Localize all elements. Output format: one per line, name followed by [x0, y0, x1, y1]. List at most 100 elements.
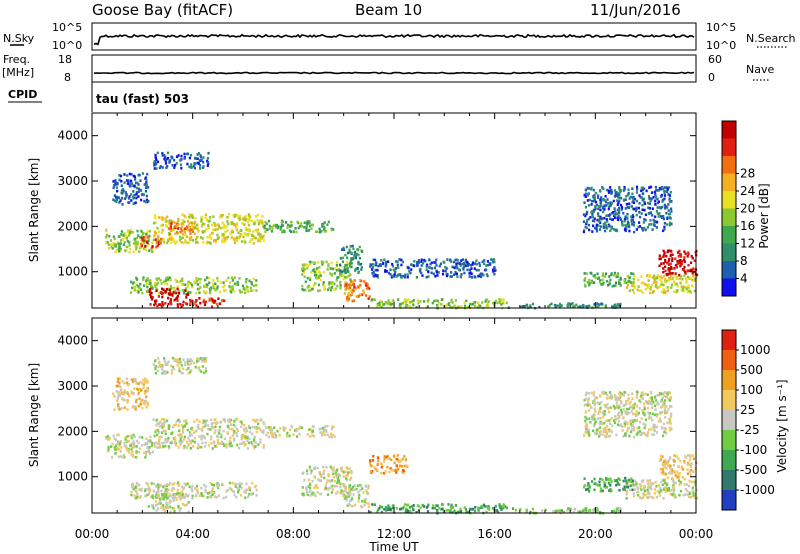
power-cell — [184, 216, 187, 219]
power-cell — [616, 212, 619, 215]
velocity-cell — [620, 411, 624, 414]
velocity-cell — [342, 494, 345, 498]
velocity-cell — [651, 399, 654, 402]
power-cell — [120, 184, 123, 187]
velocity-cell — [189, 370, 192, 374]
power-cell — [341, 256, 344, 260]
velocity-cell — [309, 467, 312, 471]
velocity-cell — [176, 364, 179, 367]
power-cell — [487, 300, 490, 303]
power-cell — [142, 278, 145, 281]
power-cell — [661, 200, 664, 203]
power-cell — [116, 189, 119, 193]
velocity-cell — [196, 491, 200, 495]
power-cell — [289, 220, 293, 224]
power-cell — [202, 298, 205, 302]
velocity-cell — [290, 424, 293, 428]
power-cell — [464, 260, 467, 264]
velocity-cell — [311, 425, 314, 428]
power-cell — [359, 284, 362, 287]
velocity-cell — [627, 393, 630, 397]
power-cell — [230, 291, 233, 294]
velocity-cell — [182, 358, 185, 361]
velocity-cell — [403, 503, 407, 506]
velocity-cell — [686, 463, 689, 466]
power-cell — [604, 200, 608, 204]
power-cell — [680, 262, 683, 266]
velocity-cell — [202, 434, 206, 438]
power-cell — [184, 238, 187, 242]
velocity-cell — [275, 435, 278, 439]
velocity-cell — [118, 408, 121, 411]
power-cell — [126, 245, 129, 249]
velocity-cell — [668, 421, 672, 425]
velocity-cell — [140, 444, 143, 447]
velocity-cell — [615, 433, 618, 437]
velocity-data-layer — [105, 356, 699, 515]
velocity-cell — [139, 387, 142, 391]
power-cell — [128, 244, 131, 247]
velocity-cell — [171, 356, 174, 360]
power-cell — [417, 301, 420, 305]
power-cell — [613, 195, 616, 198]
velocity-cell — [176, 488, 179, 492]
velocity-cell — [138, 435, 141, 439]
power-cell — [494, 299, 497, 303]
velocity-cell — [198, 494, 201, 498]
velocity-cell — [289, 428, 292, 432]
velocity-cell — [657, 420, 660, 423]
power-cell — [140, 246, 143, 249]
power-cell — [348, 265, 352, 268]
velocity-cell — [643, 431, 646, 435]
power-cell — [155, 287, 158, 291]
velocity-cell — [689, 492, 692, 495]
power-cell — [486, 260, 489, 263]
velocity-cell — [132, 440, 135, 443]
power-cell — [199, 286, 202, 289]
velocity-cell — [583, 485, 586, 489]
velocity-cell — [254, 420, 257, 423]
power-cell — [588, 228, 591, 232]
power-cell — [613, 271, 616, 275]
velocity-cell — [213, 495, 216, 499]
velocity-cell — [322, 469, 325, 473]
velocity-cell — [121, 391, 124, 394]
velocity-cell — [663, 486, 666, 489]
velocity-cell — [686, 461, 690, 465]
power-cell — [608, 201, 611, 205]
power-cell — [328, 281, 331, 284]
velocity-cell — [642, 402, 646, 406]
velocity-cell — [271, 434, 274, 437]
velocity-cell — [686, 472, 689, 476]
velocity-cell — [155, 441, 158, 445]
velocity-cell — [410, 505, 413, 508]
power-cell — [190, 236, 193, 239]
velocity-cell — [307, 485, 310, 488]
velocity-cell — [343, 497, 346, 500]
velocity-cell — [577, 510, 580, 514]
power-cell — [348, 288, 351, 292]
power-cell — [166, 157, 170, 160]
velocity-cell — [187, 443, 190, 446]
power-cell — [339, 265, 342, 268]
power-cell — [583, 229, 586, 232]
velocity-cell — [123, 381, 126, 385]
power-cell — [346, 251, 350, 255]
velocity-cell — [377, 456, 380, 460]
power-cell — [610, 225, 613, 229]
velocity-cell — [121, 379, 124, 383]
power-cell — [196, 161, 199, 165]
velocity-cell — [116, 433, 119, 437]
velocity-cell — [165, 495, 168, 498]
velocity-cell — [309, 494, 312, 497]
power-cell — [246, 234, 249, 237]
velocity-cell — [649, 486, 652, 490]
power-cell — [354, 269, 357, 272]
power-region-9 — [152, 151, 210, 170]
velocity-cell — [348, 467, 351, 470]
power-cell — [323, 228, 326, 231]
velocity-cell — [305, 488, 308, 491]
velocity-cell — [125, 398, 128, 402]
power-cell — [436, 274, 439, 277]
power-cell — [371, 272, 374, 275]
